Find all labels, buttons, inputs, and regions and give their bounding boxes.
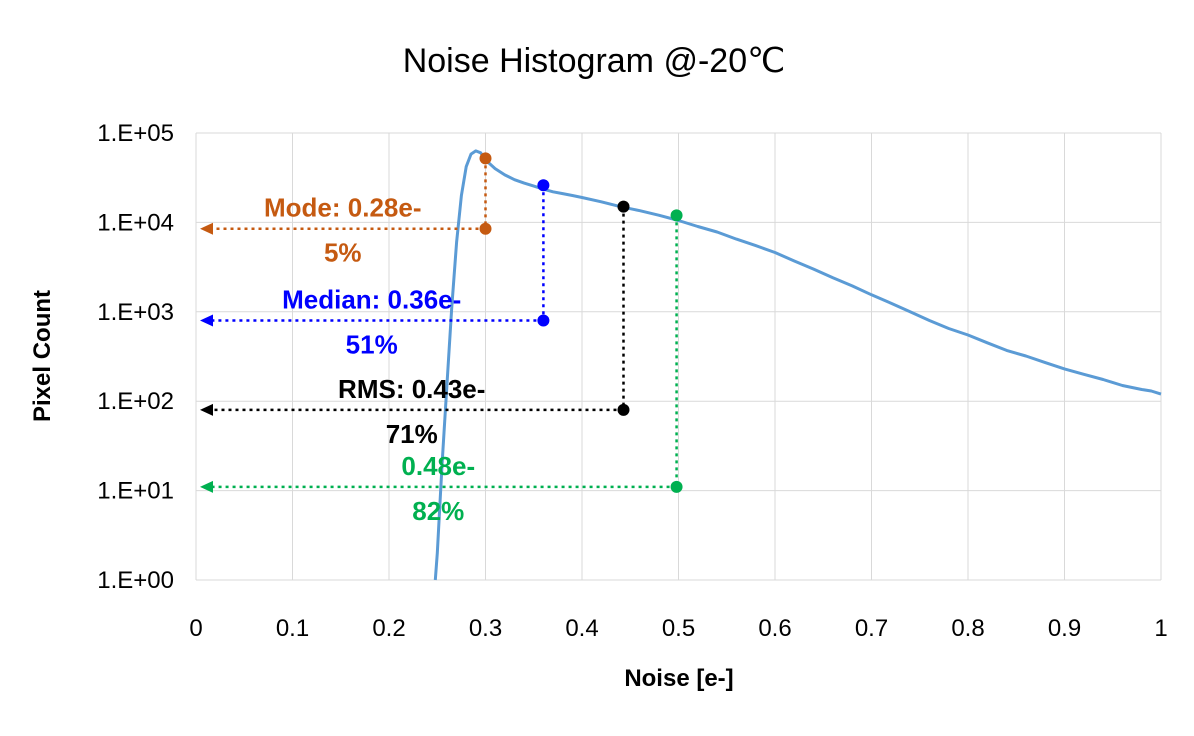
annotation-percent: 51% [346,329,398,359]
y-tick-label: 1.E+05 [97,120,174,147]
x-tick-label: 0.3 [469,615,502,642]
y-tick-label: 1.E+04 [97,209,174,236]
annotation-top-marker [537,179,550,192]
x-axis-label: Noise [e-] [624,665,733,692]
annotation-arrowhead [200,314,213,327]
annotation-layer: Mode: 0.28e- 5% Median: 0.36e- 51% RMS: 0.43… [200,152,683,526]
chart-title: Noise Histogram @-20℃ [403,42,786,80]
x-tick-label: 0.7 [855,615,888,642]
y-tick-label: 1.E+02 [97,388,174,415]
annotation-bottom-marker [479,222,492,235]
annotation-label: 0.48e- [401,451,475,481]
annotation-percent: 71% [386,419,438,449]
annotation-arrowhead [200,403,213,416]
annotation-percent: 5% [324,238,362,268]
annotation-arrowhead [200,222,213,235]
x-tick-label: 0 [189,615,202,642]
annotation-top-marker [617,200,630,213]
annotation-bottom-marker [617,403,630,416]
annotation-percent: 82% [412,496,464,526]
tick-layer: 0 0.1 0.2 0.3 0.4 0.5 0.6 0.7 0.8 0.9 1 1.E+00 1.E+0… [97,120,1167,642]
x-tick-label: 0.2 [372,615,405,642]
y-tick-label: 1.E+01 [97,478,174,505]
annotation-bottom-marker [537,314,550,327]
annotation-label: Mode: 0.28e- [264,193,422,223]
annotation-top-marker [670,209,683,222]
x-tick-label: 0.5 [662,615,695,642]
x-tick-label: 0.6 [758,615,791,642]
x-tick-label: 1 [1154,615,1167,642]
annotation-arrowhead [200,480,213,493]
y-axis-label: Pixel Count [29,290,56,422]
y-tick-label: 1.E+03 [97,299,174,326]
annotation-label: Median: 0.36e- [282,284,461,314]
annotation-top-marker [479,152,492,165]
annotation-bottom-marker [670,480,683,493]
x-tick-label: 0.4 [565,615,598,642]
y-tick-label: 1.E+00 [97,567,174,594]
x-tick-label: 0.8 [951,615,984,642]
x-tick-label: 0.1 [276,615,309,642]
x-tick-label: 0.9 [1048,615,1081,642]
series-layer [433,149,1162,581]
annotation-label: RMS: 0.43e- [338,374,485,404]
histogram-line [433,149,1162,581]
